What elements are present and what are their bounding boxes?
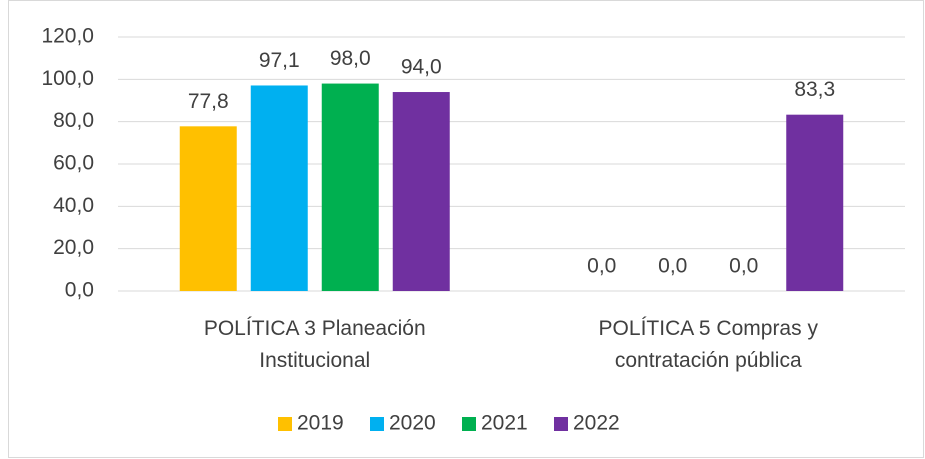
x-tick-label: POLÍTICA 5 Compras y contratación públic… xyxy=(598,317,818,372)
data-label: 0,0 xyxy=(658,255,687,278)
data-label: 0,0 xyxy=(729,255,758,278)
x-tick-label: POLÍTICA 3 Planeación Institucional xyxy=(203,317,426,372)
legend-label: 2021 xyxy=(481,412,528,435)
y-tick-label: 80,0 xyxy=(53,109,94,132)
data-label: 0,0 xyxy=(587,255,616,278)
data-label: 98,0 xyxy=(330,47,371,70)
bar xyxy=(179,126,237,291)
y-tick-label: 40,0 xyxy=(53,194,94,217)
legend-swatch xyxy=(370,417,384,431)
data-label: 97,1 xyxy=(259,49,300,72)
data-label: 83,3 xyxy=(794,78,835,101)
legend-swatch xyxy=(278,417,292,431)
legend-label: 2022 xyxy=(573,412,620,435)
legend-swatch xyxy=(554,417,568,431)
y-tick-label: 0,0 xyxy=(65,279,94,302)
bar xyxy=(250,85,308,291)
legend-label: 2019 xyxy=(297,412,344,435)
y-tick-label: 20,0 xyxy=(53,236,94,259)
y-tick-label: 100,0 xyxy=(41,67,94,90)
bar xyxy=(321,83,379,291)
legend-swatch xyxy=(462,417,476,431)
y-tick-label: 60,0 xyxy=(53,152,94,175)
bar xyxy=(786,114,844,291)
chart-frame xyxy=(8,0,924,458)
data-label: 77,8 xyxy=(188,90,229,113)
bar xyxy=(392,92,450,292)
data-label: 94,0 xyxy=(401,56,442,79)
y-tick-label: 120,0 xyxy=(41,25,94,48)
legend-label: 2020 xyxy=(389,412,436,435)
